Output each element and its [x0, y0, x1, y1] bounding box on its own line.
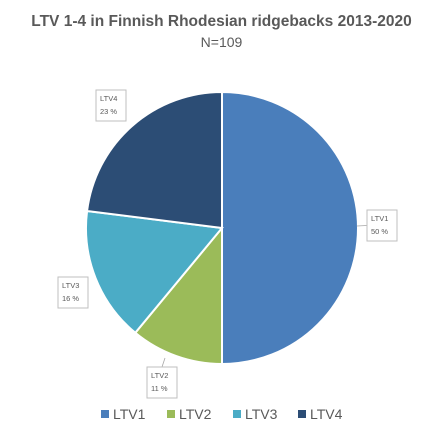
legend-label: LTV3: [245, 406, 278, 422]
legend-item-ltv2: LTV2: [167, 406, 212, 422]
slice-category-label: LTV1: [371, 214, 388, 223]
legend-item-ltv3: LTV3: [233, 406, 278, 422]
legend-item-ltv1: LTV1: [101, 406, 146, 422]
legend-swatch: [233, 410, 241, 418]
slice-value-label: 11 %: [151, 384, 168, 393]
slice-category-label: LTV4: [100, 94, 117, 103]
legend-label: LTV1: [113, 406, 146, 422]
chart-title: LTV 1-4 in Finnish Rhodesian ridgebacks …: [31, 13, 411, 30]
callout-leader-line: [161, 357, 166, 368]
callout-box: [146, 366, 178, 399]
callout-box: [366, 209, 398, 242]
pie-slice-ltv1: [221, 90, 359, 366]
slice-category-label: LTV2: [151, 371, 168, 380]
callout-leader-line: [356, 225, 368, 227]
slice-labels: LTV1 50 % LTV2 11 % LTV3 16 % LTV4 23 %: [57, 89, 398, 399]
callout-ltv3: LTV3 16 %: [57, 276, 89, 309]
callout-ltv2: LTV2 11 %: [146, 357, 178, 399]
legend-item-ltv4: LTV4: [298, 406, 343, 422]
pie-slice-ltv2: [133, 225, 223, 366]
slice-category-label: LTV3: [62, 281, 79, 290]
pie-slice-ltv3: [85, 209, 224, 335]
slice-value-label: 23 %: [100, 107, 117, 116]
legend-swatch: [167, 410, 175, 418]
legend-label: LTV4: [310, 406, 343, 422]
legend-swatch: [101, 410, 109, 418]
pie-slice-ltv4: [85, 90, 223, 230]
callout-ltv4: LTV4 23 %: [95, 89, 127, 122]
chart-subtitle: N=109: [201, 34, 243, 50]
slice-value-label: 50 %: [371, 227, 388, 236]
legend-label: LTV2: [179, 406, 212, 422]
pie-slices: [85, 90, 359, 366]
callout-ltv1: LTV1 50 %: [356, 209, 398, 242]
callout-box: [95, 89, 127, 122]
legend-swatch: [298, 410, 306, 418]
callout-box: [57, 276, 89, 309]
slice-value-label: 16 %: [62, 294, 79, 303]
chart-legend: LTV1 LTV2 LTV3 LTV4: [101, 406, 343, 422]
